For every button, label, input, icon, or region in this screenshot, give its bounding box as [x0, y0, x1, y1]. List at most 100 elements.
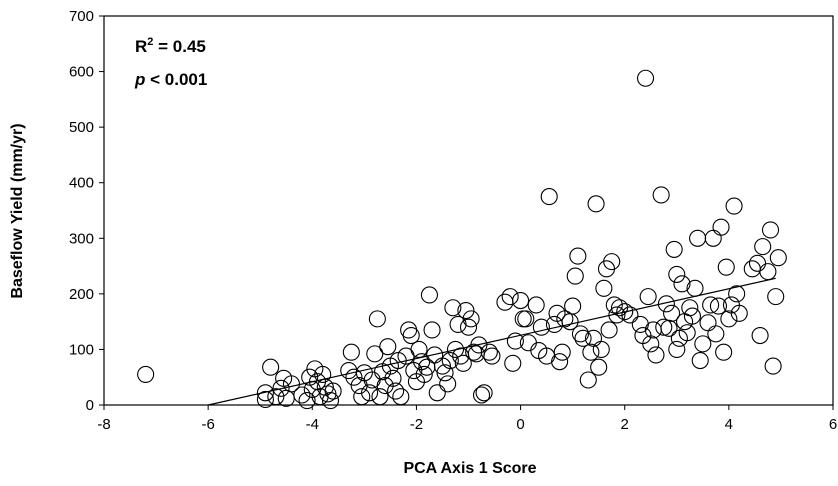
data-point	[366, 345, 384, 363]
data-point	[446, 340, 465, 358]
data-point	[574, 329, 592, 347]
data-point	[689, 229, 707, 247]
data-point	[639, 288, 657, 306]
data-point	[621, 306, 639, 324]
data-point	[631, 315, 649, 333]
data-point	[475, 384, 493, 402]
data-point	[754, 238, 772, 256]
x-tick-label: 0	[516, 416, 524, 433]
data-point	[262, 358, 280, 376]
p-value-annotation: p < 0.001	[134, 70, 207, 89]
data-point	[345, 368, 363, 386]
data-point	[527, 296, 545, 314]
data-point	[636, 69, 655, 87]
data-point	[423, 321, 441, 339]
data-point	[301, 368, 319, 386]
p-value-text: < 0.001	[145, 70, 207, 89]
data-point	[361, 384, 379, 402]
y-tick-label: 500	[69, 119, 94, 136]
data-point	[712, 218, 730, 236]
x-axis-title: PCA Axis 1 Score	[403, 460, 536, 477]
data-point	[321, 392, 340, 410]
data-point	[444, 299, 462, 317]
data-point	[673, 275, 691, 293]
data-point	[457, 301, 475, 320]
data-point	[769, 249, 787, 267]
plot-border	[103, 15, 834, 406]
data-point	[686, 279, 704, 297]
data-point	[691, 351, 709, 370]
data-point	[566, 267, 584, 285]
x-tick-label: -6	[201, 416, 214, 433]
trendline-group	[208, 277, 776, 406]
data-point	[600, 321, 618, 339]
data-point	[420, 286, 438, 304]
r-squared-value: = 0.45	[153, 37, 205, 56]
data-point	[439, 375, 457, 393]
data-point	[501, 288, 519, 306]
data-point	[415, 365, 433, 383]
data-point	[761, 221, 780, 239]
data-point	[384, 369, 402, 387]
data-point	[603, 253, 621, 271]
y-axis-title: Baseflow Yield (mm/yr)	[9, 123, 26, 298]
data-point	[379, 338, 397, 356]
data-points	[137, 69, 787, 410]
data-point	[342, 343, 360, 361]
data-point	[319, 385, 337, 403]
data-point	[353, 388, 371, 406]
data-point	[532, 318, 550, 336]
data-point	[605, 296, 623, 314]
data-point	[767, 288, 785, 306]
data-point	[592, 340, 610, 358]
data-point	[454, 354, 472, 372]
x-tick-label: -4	[306, 416, 319, 433]
data-point	[256, 390, 274, 408]
data-point	[678, 324, 696, 342]
data-point	[459, 318, 478, 336]
data-point	[137, 365, 155, 383]
data-point	[699, 314, 717, 332]
data-point	[368, 310, 386, 328]
data-point	[647, 346, 665, 364]
data-point	[764, 357, 782, 375]
data-point	[730, 304, 748, 322]
data-point	[584, 329, 603, 347]
y-tick-label: 700	[69, 8, 94, 25]
data-point	[702, 296, 720, 314]
data-point	[540, 188, 558, 206]
y-tick-label: 300	[69, 230, 94, 247]
data-point	[663, 304, 681, 322]
data-point	[608, 306, 626, 324]
data-point	[392, 388, 410, 406]
y-tick-label: 400	[69, 175, 94, 192]
r-squared-annotation: R2 = 0.45	[135, 36, 206, 56]
data-point	[272, 379, 290, 397]
r-squared-letter: R	[135, 37, 147, 56]
data-point	[402, 326, 420, 345]
data-point	[480, 343, 498, 361]
data-point	[441, 351, 459, 370]
x-tick-label: -8	[97, 416, 110, 433]
data-point	[587, 195, 605, 213]
data-point	[655, 318, 673, 336]
data-point	[683, 307, 701, 325]
data-point	[660, 319, 678, 337]
data-point	[564, 297, 582, 315]
data-point	[652, 186, 670, 204]
data-point	[657, 295, 675, 313]
p-value-letter: p	[134, 70, 145, 89]
data-point	[590, 358, 608, 376]
r-squared-superscript: 2	[147, 36, 153, 48]
y-tick-label: 0	[86, 397, 94, 414]
data-point	[553, 343, 571, 361]
data-point	[449, 315, 467, 333]
data-point	[709, 297, 727, 315]
data-point	[597, 260, 616, 278]
x-tick-label: 4	[725, 416, 733, 433]
data-point	[694, 335, 712, 353]
data-point	[569, 247, 587, 265]
data-point	[681, 299, 699, 317]
data-point	[642, 335, 660, 353]
data-point	[665, 240, 683, 258]
